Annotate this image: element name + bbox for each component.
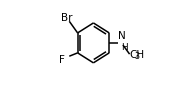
Text: N: N bbox=[118, 31, 126, 41]
Text: H: H bbox=[121, 43, 128, 52]
Text: F: F bbox=[59, 55, 65, 64]
Text: CH: CH bbox=[130, 50, 145, 60]
Text: 3: 3 bbox=[134, 52, 139, 61]
Text: Br: Br bbox=[61, 13, 72, 23]
